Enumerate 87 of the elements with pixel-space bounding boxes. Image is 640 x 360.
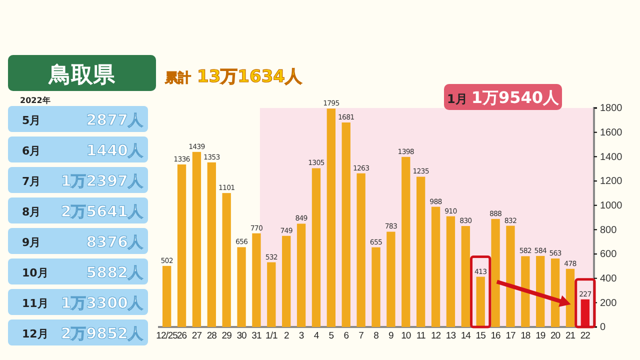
bar [446, 216, 456, 327]
text: 12月 [22, 328, 48, 340]
bar [342, 122, 350, 327]
bar [237, 247, 246, 327]
x-tick-label: 2 [284, 330, 289, 342]
x-tick-label: 14 [460, 330, 471, 342]
text: 1440人 [86, 142, 144, 160]
x-tick-label: 31 [252, 330, 262, 342]
bar [177, 164, 186, 327]
x-tick-label: 3 [298, 330, 304, 342]
y-tick-label: 200 [600, 298, 618, 309]
x-tick-label: 18 [520, 330, 530, 342]
chart-title: 鳥取県 [48, 63, 116, 88]
bar [536, 256, 545, 327]
x-tick-label: 13 [446, 330, 456, 342]
x-tick-label: 6 [344, 330, 349, 342]
text: 10月 [22, 266, 48, 280]
x-tick-label: 20 [550, 330, 560, 342]
bar [491, 218, 500, 327]
text: 9月 [22, 236, 41, 249]
bar [506, 226, 515, 327]
bar [326, 108, 336, 327]
bar [386, 232, 396, 327]
bar [461, 226, 470, 327]
y-tick-label: 600 [600, 249, 618, 260]
bar [521, 256, 530, 327]
bar [192, 152, 202, 327]
bar [372, 247, 380, 327]
y-tick-label: 400 [600, 274, 618, 285]
x-tick-label: 8 [374, 330, 379, 342]
text: 2万5641人 [60, 202, 144, 220]
band-label: 1月 1万9540人 [446, 88, 560, 107]
y-tick-label: 0 [600, 322, 606, 334]
x-tick-label: 26 [176, 330, 187, 342]
bar [356, 173, 366, 327]
x-tick-label: 9 [388, 330, 394, 342]
bar [312, 168, 321, 327]
x-tick-label: 19 [536, 330, 546, 342]
x-tick-label: 27 [192, 330, 202, 342]
text: 8376人 [86, 233, 144, 251]
x-tick-label: 11 [416, 330, 426, 342]
x-tick-label: 5 [328, 330, 334, 342]
bar [296, 224, 306, 327]
text: 11月 [22, 297, 48, 310]
bar [252, 233, 261, 327]
bar [431, 206, 440, 327]
bar [162, 266, 172, 327]
x-tick-label: 15 [476, 330, 486, 342]
text: 8月 [22, 206, 41, 218]
y-tick-label: 1200 [600, 176, 623, 188]
y-tick-label: 1800 [600, 103, 623, 114]
x-tick-label: 28 [206, 330, 217, 342]
text: 7月 [22, 175, 41, 188]
x-tick-label: 7 [358, 330, 364, 342]
y-tick-label: 1600 [600, 128, 623, 139]
x-tick-label: 12/25 [156, 330, 178, 342]
text: 6月 [22, 144, 41, 158]
x-tick-label: 30 [236, 330, 247, 342]
x-tick-label: 10 [401, 330, 411, 342]
bar [402, 156, 410, 327]
x-tick-label: 4 [314, 330, 319, 342]
bar [580, 299, 590, 327]
bar [416, 176, 426, 327]
text: 2022年 [20, 96, 50, 105]
bar [476, 276, 485, 327]
bar [267, 262, 276, 327]
x-tick-label: 17 [506, 330, 516, 342]
bar [550, 258, 560, 327]
chart-subtitle: 累計 13万1634人 [164, 67, 303, 87]
x-tick-label: 21 [565, 330, 576, 342]
x-tick-label: 12 [430, 330, 441, 342]
bar [207, 162, 216, 327]
text: 2万9852人 [60, 324, 144, 342]
text: 2877人 [86, 111, 144, 129]
y-tick-label: 1400 [600, 152, 623, 163]
text: 5月 [22, 114, 41, 127]
bar [222, 193, 231, 327]
text: 1万2397人 [60, 172, 144, 190]
x-tick-label: 29 [222, 330, 232, 342]
bar [282, 236, 291, 327]
x-tick-label: 16 [490, 330, 501, 342]
y-tick-label: 1000 [600, 200, 623, 212]
y-tick-label: 800 [600, 224, 618, 236]
text: 5882人 [86, 264, 144, 282]
text: 1万3300人 [60, 294, 144, 312]
x-tick-label: 1/1 [266, 330, 278, 342]
x-tick-label: 22 [580, 330, 590, 342]
